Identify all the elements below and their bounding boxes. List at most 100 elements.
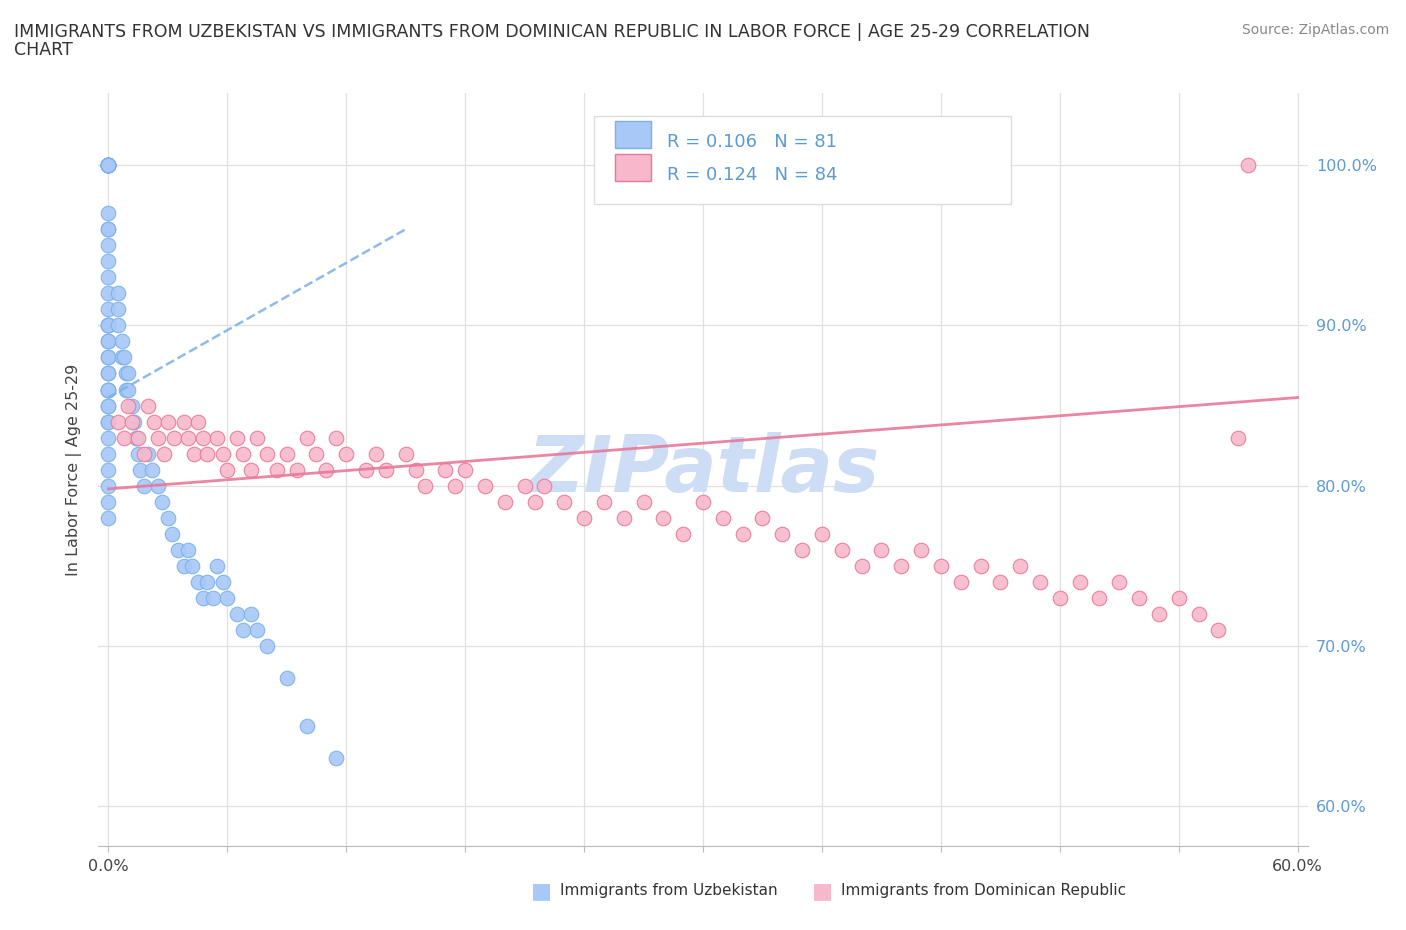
Point — [186, 575, 208, 590]
Point — [136, 398, 159, 413]
Point — [127, 446, 149, 461]
Point — [97, 286, 120, 300]
Text: CHART: CHART — [14, 41, 73, 59]
Point — [949, 575, 972, 590]
Text: R = 0.106   N = 81: R = 0.106 N = 81 — [666, 133, 837, 151]
Point — [434, 462, 457, 477]
Point — [193, 591, 215, 605]
Text: ZIPatlas: ZIPatlas — [527, 432, 879, 508]
Point — [173, 558, 195, 573]
Point — [153, 446, 176, 461]
Point — [121, 414, 143, 429]
Point — [256, 639, 278, 654]
Point — [240, 462, 263, 477]
Point — [405, 462, 427, 477]
Point — [97, 158, 120, 173]
Point — [315, 462, 337, 477]
Point — [97, 158, 120, 173]
Point — [494, 494, 516, 509]
Point — [115, 382, 138, 397]
Point — [97, 350, 120, 365]
Point — [176, 542, 198, 557]
Point — [97, 462, 120, 477]
Point — [770, 526, 793, 541]
Point — [207, 431, 229, 445]
Point — [117, 398, 139, 413]
Point — [97, 414, 120, 429]
Point — [1167, 591, 1189, 605]
Point — [97, 158, 120, 173]
Point — [364, 446, 387, 461]
Point — [115, 366, 138, 381]
Point — [97, 382, 120, 397]
Point — [112, 431, 135, 445]
Point — [97, 398, 120, 413]
Point — [1227, 431, 1250, 445]
Bar — [614, 121, 651, 148]
Point — [156, 414, 179, 429]
Point — [633, 494, 655, 509]
Point — [295, 431, 318, 445]
Point — [121, 398, 143, 413]
Point — [969, 558, 991, 573]
Point — [183, 446, 205, 461]
Point — [107, 302, 129, 317]
Point — [150, 494, 173, 509]
Point — [111, 350, 134, 365]
Point — [593, 494, 616, 509]
Point — [97, 221, 120, 236]
Bar — [614, 154, 651, 181]
Point — [217, 591, 239, 605]
Point — [117, 366, 139, 381]
Point — [97, 431, 120, 445]
Point — [97, 318, 120, 333]
Text: R = 0.124   N = 84: R = 0.124 N = 84 — [666, 166, 837, 184]
Y-axis label: In Labor Force | Age 25-29: In Labor Force | Age 25-29 — [66, 364, 83, 576]
Point — [132, 446, 155, 461]
Point — [97, 511, 120, 525]
Point — [256, 446, 278, 461]
Point — [111, 334, 134, 349]
Point — [831, 542, 853, 557]
Point — [790, 542, 813, 557]
Point — [202, 591, 225, 605]
Point — [523, 494, 546, 509]
Point — [97, 318, 120, 333]
Point — [136, 446, 159, 461]
Point — [474, 478, 496, 493]
Point — [1208, 622, 1230, 637]
Point — [212, 575, 235, 590]
Point — [97, 478, 120, 493]
Point — [415, 478, 437, 493]
Point — [97, 382, 120, 397]
Point — [97, 414, 120, 429]
Point — [988, 575, 1011, 590]
Point — [97, 494, 120, 509]
Point — [180, 558, 202, 573]
Point — [285, 462, 308, 477]
Point — [226, 431, 249, 445]
Point — [1029, 575, 1052, 590]
Point — [672, 526, 695, 541]
Point — [97, 270, 120, 285]
Point — [444, 478, 467, 493]
Point — [354, 462, 377, 477]
Point — [226, 606, 249, 621]
Point — [142, 414, 165, 429]
Point — [127, 431, 149, 445]
Point — [197, 446, 219, 461]
Text: ■: ■ — [531, 881, 551, 901]
Point — [97, 221, 120, 236]
Point — [146, 431, 169, 445]
Point — [1088, 591, 1111, 605]
Point — [163, 431, 186, 445]
FancyBboxPatch shape — [595, 115, 1011, 205]
Point — [97, 158, 120, 173]
Point — [276, 671, 298, 685]
Point — [533, 478, 555, 493]
Point — [97, 382, 120, 397]
Point — [97, 366, 120, 381]
Point — [613, 511, 636, 525]
Point — [107, 414, 129, 429]
Point — [97, 158, 120, 173]
